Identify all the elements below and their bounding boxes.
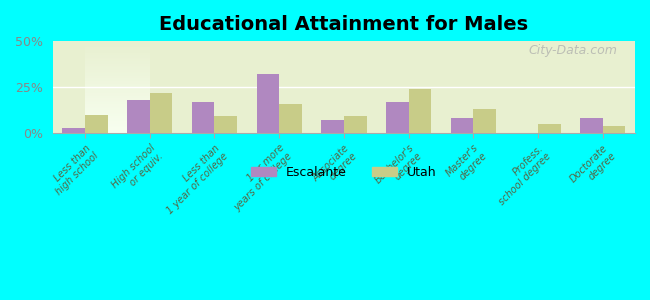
Bar: [344, 116, 367, 133]
Bar: [386, 102, 409, 133]
Bar: [85, 115, 108, 133]
Bar: [538, 124, 560, 133]
Bar: [473, 109, 496, 133]
Bar: [409, 89, 431, 133]
Bar: [214, 116, 237, 133]
Bar: [192, 102, 215, 133]
Text: City-Data.com: City-Data.com: [528, 44, 618, 57]
Bar: [62, 128, 85, 133]
Bar: [580, 118, 603, 133]
Bar: [150, 93, 172, 133]
Bar: [127, 100, 150, 133]
Bar: [450, 118, 473, 133]
Legend: Escalante, Utah: Escalante, Utah: [246, 161, 441, 184]
Bar: [321, 120, 344, 133]
Title: Educational Attainment for Males: Educational Attainment for Males: [159, 15, 528, 34]
Bar: [279, 103, 302, 133]
Bar: [257, 74, 279, 133]
Bar: [603, 126, 625, 133]
